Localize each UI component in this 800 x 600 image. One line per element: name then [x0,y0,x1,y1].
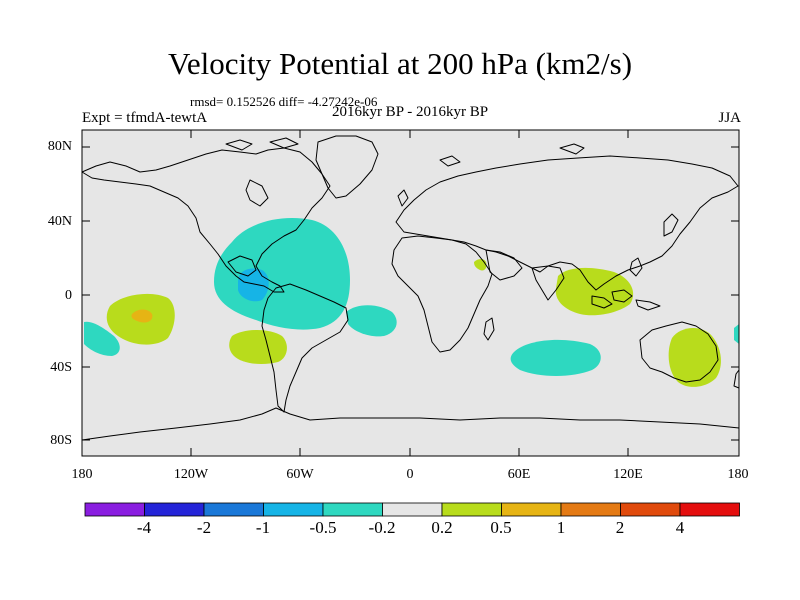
lon-label-0: 0 [406,467,414,482]
colorbar-label: 2 [615,518,625,537]
lat-label-80s: 80S [50,433,72,448]
experiment-label: Expt = tfmdA-tewtA [82,110,208,126]
colorbar-label: 4 [675,518,685,537]
colorbar-swatch [203,502,264,517]
coastline-india [531,265,565,301]
colorbar-swatch [560,502,621,517]
colorbar-label: 0.2 [431,518,453,537]
anomaly-australia-positive [668,327,721,387]
colorbar-swatch [263,502,324,517]
lat-label-80n: 80N [47,139,72,154]
anomaly-east-pacific-negative [84,321,120,356]
anomaly-central-america-core [238,268,269,302]
lat-label-0: 0 [65,288,72,303]
lon-label-60e: 60E [507,467,531,482]
colorbar-swatch [382,502,443,517]
colorbar-swatch [84,502,145,517]
coastline-australia [639,321,719,383]
lat-label-40n: 40N [47,214,72,229]
coastline-indonesia [591,289,661,311]
coastline-north-america [81,147,331,293]
colorbar-label: -4 [136,518,152,537]
stats-text: rmsd= 0.152526 diff= -4.27242e-06 [190,94,378,109]
colorbar [84,502,740,517]
anomaly-central-america-negative [214,218,350,330]
anomaly-layer [84,218,739,387]
coastline-philippines [629,257,643,277]
lon-label-120e: 120E [613,467,643,482]
coastline-madagascar [483,317,495,341]
colorbar-swatch [620,502,681,517]
coastline-greenland [315,135,379,199]
colorbar-label: 0.5 [490,518,512,537]
colorbar-label: -1 [255,518,271,537]
anomaly-central-pacific-core [131,309,153,323]
coastline-arctic-islands [225,137,585,167]
coastline-hudson-bay [245,179,269,207]
anomaly-south-indian-negative [510,339,601,376]
season-label: JJA [718,110,741,126]
colorbar-swatch [679,502,740,517]
coastline-gulf [227,255,257,277]
colorbar-label: 1 [556,518,566,537]
anomaly-south-atlantic-negative [346,305,397,337]
axis-ticks [82,130,739,456]
coastline-africa [391,235,493,353]
colorbar-label: -0.2 [368,518,396,537]
coastlines [81,135,740,441]
coastline-south-america [261,283,349,413]
colorbar-label: -0.5 [309,518,337,537]
anomaly-maritime-continent-positive [555,267,634,316]
map-background [82,130,739,456]
colorbar-swatch [441,502,502,517]
anomaly-southeast-pacific-positive [229,330,287,364]
anomaly-dateline-negative [734,324,739,344]
colorbar-swatch [144,502,205,517]
lon-label-180e: 180 [727,467,749,482]
lon-label-60w: 60W [286,467,314,482]
lon-label-120w: 120W [173,467,209,482]
colorbar-swatch [322,502,383,517]
lat-label-40s: 40S [50,360,72,375]
colorbar-label: -2 [196,518,212,537]
coastline-british-isles [397,189,409,207]
colorbar-swatch [501,502,562,517]
map-title: Velocity Potential at 200 hPa (km2/s) [167,46,633,81]
lon-label-180w: 180 [71,467,93,482]
period-label: 2016kyr BP - 2016kyr BP [331,104,489,120]
coastline-japan [663,213,679,237]
coastline-antarctica [81,407,740,441]
